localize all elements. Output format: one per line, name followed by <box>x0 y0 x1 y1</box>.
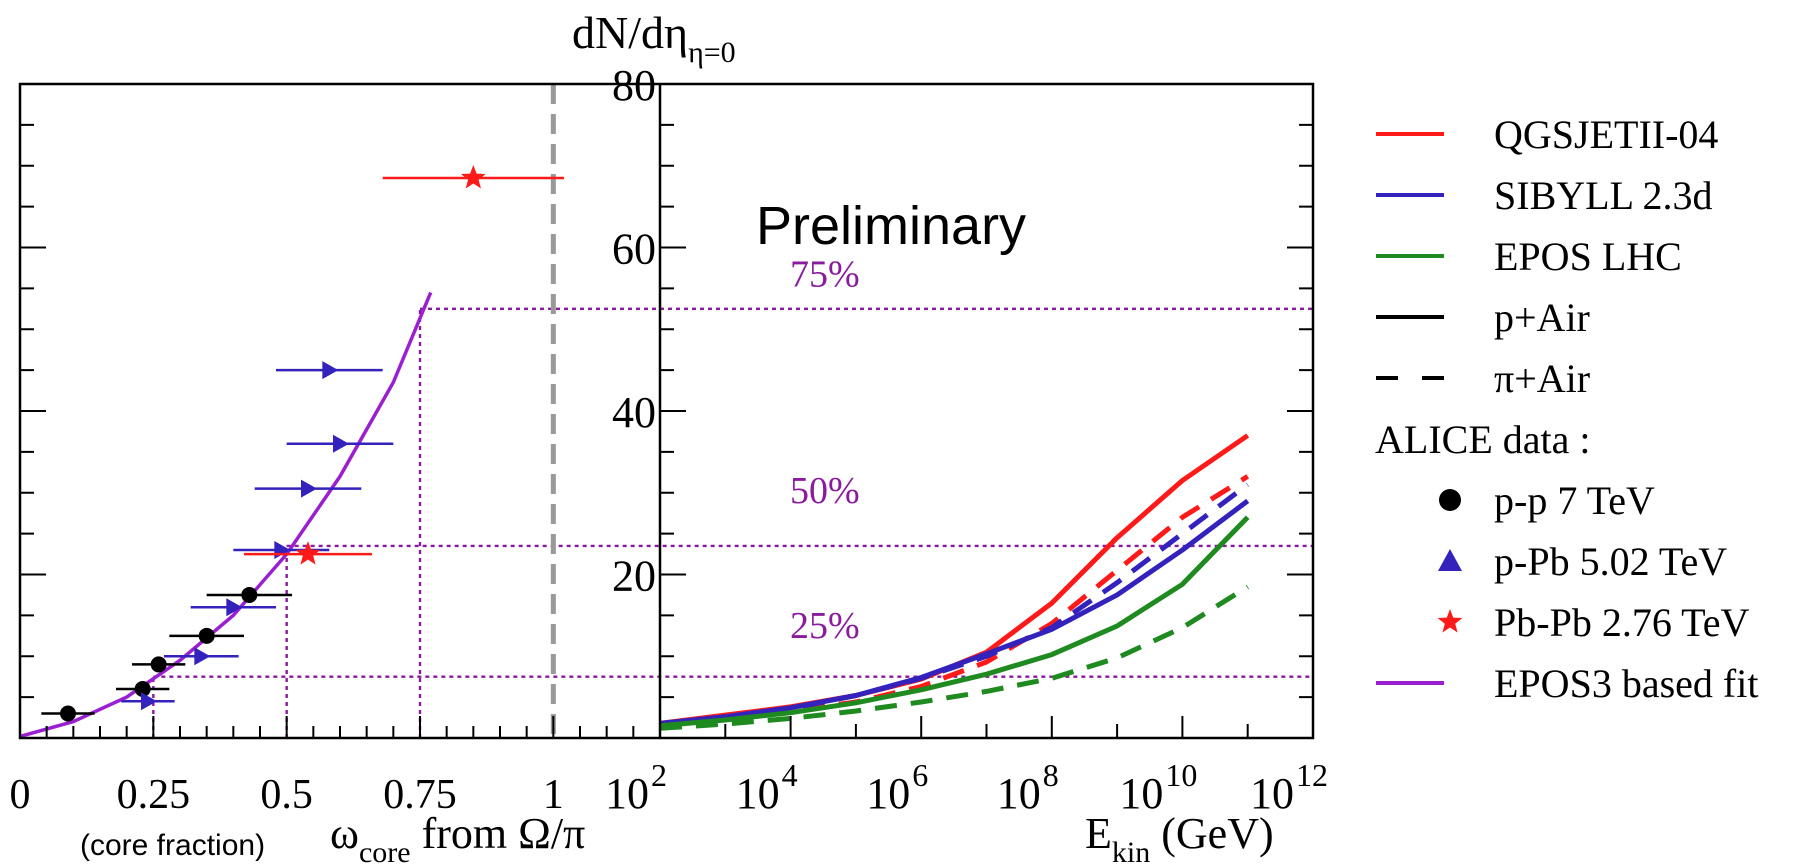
legend-marker-circle <box>1439 489 1461 511</box>
y-axis-label: dN/dηη=0 <box>572 7 736 69</box>
x-tick-label-right: 102 <box>605 757 667 818</box>
left-xlabel: ωcore from Ω/π <box>330 809 585 868</box>
legend-marker-triangle <box>1438 549 1462 571</box>
data-point-pp <box>198 627 215 644</box>
percent-label: 25% <box>790 605 860 647</box>
legend-label: p-p 7 TeV <box>1494 478 1655 523</box>
legend-marker-star <box>1437 609 1463 633</box>
data-point-pp <box>241 586 258 603</box>
y-tick-label: 80 <box>612 61 656 110</box>
right-xlabel: Ekin (GeV) <box>1085 809 1274 868</box>
data-point-ppb <box>141 692 157 711</box>
x-tick-label-right: 104 <box>736 757 798 818</box>
data-point-pp <box>60 705 76 722</box>
legend: QGSJETII-04 SIBYLL 2.3d EPOS LHC p+Air π+Air… <box>1375 112 1758 706</box>
left-xlabel-rest: from Ω/π <box>411 809 586 858</box>
left-xlabel-sub: core <box>359 836 411 868</box>
data-point-pp <box>134 680 151 697</box>
x-tick-label-right: 106 <box>866 757 928 818</box>
guide-lines: 25% 50% 75% <box>152 84 1313 738</box>
data-point-pp <box>150 656 167 673</box>
legend-label: EPOS LHC <box>1494 234 1682 279</box>
legend-label: EPOS3 based fit <box>1494 661 1758 706</box>
alice-data-points <box>19 165 564 739</box>
x-tick-label-left: 0.5 <box>260 772 313 818</box>
x-tick-label-left: 0.75 <box>383 772 457 818</box>
model-curves <box>659 433 1250 731</box>
legend-label: p-Pb 5.02 TeV <box>1494 539 1727 584</box>
y-tick-label: 40 <box>612 388 656 437</box>
data-point-ppb <box>226 598 243 617</box>
legend-label: p+Air <box>1494 295 1590 340</box>
y-tick-label: 60 <box>612 225 656 274</box>
axes-frame: 20 40 60 80 0 0.25 0.5 0.75 1 102 104 106 108 1010 101… <box>10 61 1329 818</box>
legend-label: Pb-Pb 2.76 TeV <box>1494 600 1749 645</box>
y-tick-label: 20 <box>612 552 656 601</box>
data-point-ppb <box>274 540 291 559</box>
curve-epos-lhc-p-air <box>659 515 1250 729</box>
left-xlabel-note: (core fraction) <box>80 829 265 862</box>
x-tick-label-right: 1010 <box>1119 757 1197 818</box>
curve-qgsjetii-04-pi-air <box>659 474 1250 728</box>
curve-epos-lhc-pi-air <box>659 584 1250 731</box>
preliminary-watermark: Preliminary <box>756 196 1026 256</box>
data-point-pbpb <box>461 165 486 189</box>
legend-label: ALICE data : <box>1375 417 1591 462</box>
y-axis-label-sub: η=0 <box>688 36 736 69</box>
data-point-ppb <box>301 479 317 498</box>
legend-label: QGSJETII-04 <box>1494 112 1718 157</box>
legend-label: SIBYLL 2.3d <box>1494 173 1713 218</box>
x-tick-label-right: 108 <box>997 757 1059 818</box>
right-xlabel-rest: (GeV) <box>1150 809 1273 858</box>
x-tick-label-left: 0.25 <box>117 772 191 818</box>
data-point-ppb <box>194 647 211 666</box>
percent-label: 50% <box>790 470 860 512</box>
epos3-fit-curve <box>19 291 433 739</box>
data-point-ppb <box>322 361 339 380</box>
percent-label: 75% <box>790 253 860 295</box>
legend-label: π+Air <box>1494 356 1590 401</box>
data-point-pbpb <box>295 541 321 565</box>
x-tick-label-right: 1012 <box>1250 757 1328 818</box>
x-tick-label-left: 0 <box>10 772 31 818</box>
right-xlabel-sub: kin <box>1112 836 1150 868</box>
x-tick-label-left: 1 <box>543 772 564 818</box>
curve-sibyll-2-3d-pi-air <box>659 482 1250 727</box>
data-point-ppb <box>333 434 349 453</box>
